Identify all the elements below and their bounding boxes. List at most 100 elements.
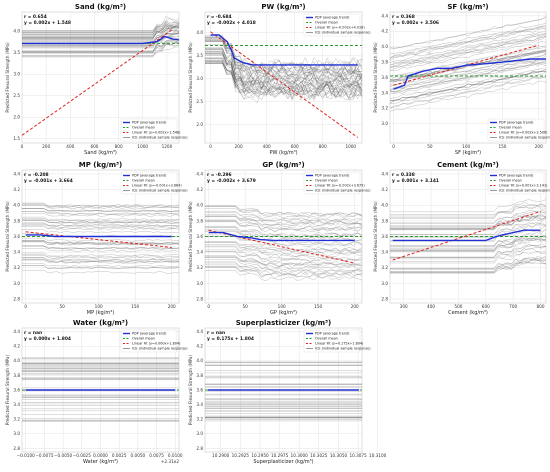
ice-curve	[205, 256, 363, 267]
y-tick-label: 4.0	[13, 358, 20, 363]
ice-curve	[390, 250, 547, 264]
ice-curve	[22, 40, 180, 52]
ice-curve	[390, 206, 547, 219]
ice-curve	[389, 50, 547, 80]
ice-curve	[390, 210, 547, 224]
legend-entry: Overall mean	[132, 337, 155, 341]
ice-curve	[22, 222, 180, 227]
ice-curve	[22, 26, 180, 39]
ice-curve	[205, 270, 363, 281]
x-tick-label: 10.2925	[232, 453, 250, 458]
ice-curve	[205, 212, 363, 224]
legend-entry: Overall mean	[315, 21, 338, 25]
y-tick-label: 3.0	[196, 431, 203, 436]
x-tick-label: 200	[235, 144, 243, 149]
ice-curve	[389, 58, 547, 92]
ice-curve	[390, 204, 547, 218]
pdp-line	[210, 34, 358, 66]
y-tick-label: 4.4	[196, 329, 203, 334]
ice-curve	[390, 222, 547, 235]
panel-title: SF (kg/m³)	[447, 3, 488, 11]
x-tick-label: 10.3050	[330, 453, 348, 458]
ice-curve	[22, 237, 180, 242]
ice-curve	[205, 51, 363, 91]
ice-curve	[22, 38, 180, 52]
ice-curve	[22, 263, 180, 268]
ice-curve	[22, 226, 180, 231]
y-tick-label: 3.2	[196, 265, 203, 270]
ice-curve	[389, 63, 547, 95]
x-tick-label: 700	[509, 304, 517, 309]
ice-curve	[22, 208, 180, 212]
legend-entry: Overall mean	[499, 126, 522, 130]
ice-curve	[22, 22, 180, 35]
x-tick-label: 10.2900	[212, 453, 230, 458]
x-axis-label: PW (kg/m³)	[269, 150, 297, 156]
legend-entry: Linear Fit (y=-0.001x+3.664)	[132, 184, 182, 188]
y-tick-label: 2.8	[196, 296, 203, 301]
ice-curve	[22, 25, 180, 41]
y-tick-label: 2.8	[381, 296, 388, 301]
y-tick-label: 3.2	[13, 265, 20, 270]
ice-curve	[205, 264, 363, 275]
ice-curve	[205, 262, 363, 274]
x-tick-label: 150	[131, 304, 139, 309]
y-tick-label: 3.0	[196, 281, 203, 286]
legend-entry: PDP (average trend)	[315, 16, 350, 20]
ice-curve	[390, 257, 547, 270]
panel-1: 1.5 2.0 2.5 3.0 3.5 4.0 0 200 400 600 800 1000 1200 S…	[5, 3, 188, 156]
ice-curve	[205, 51, 363, 91]
x-tick-label: −0.0100	[17, 453, 35, 458]
ice-curve	[390, 215, 547, 227]
ice-curve	[389, 50, 547, 82]
y-tick-label: 3.8	[196, 218, 203, 223]
ice-curves	[22, 202, 180, 274]
y-tick-label: 2.8	[13, 446, 20, 451]
pdp-line	[25, 234, 172, 238]
ice-curve	[205, 205, 363, 216]
x-tick-label: 800	[115, 144, 123, 149]
ice-curve	[205, 63, 363, 100]
ice-curve	[22, 246, 180, 250]
y-axis-label: Predicted Flexural Strength (MPa)	[5, 201, 10, 272]
ice-curve	[22, 240, 180, 244]
stat-r: r = nan	[24, 330, 42, 336]
y-tick-label: 4.4	[381, 171, 388, 176]
legend-box	[487, 171, 545, 195]
legend-entry: ICE (individual sample response)	[132, 347, 188, 351]
y-tick-label: 4.0	[196, 358, 203, 363]
linear-fit-line	[21, 28, 174, 136]
y-tick-label: 3.4	[13, 402, 20, 407]
x-axis-label: Cement (kg/m³)	[448, 310, 488, 316]
x-tick-label: 800	[537, 304, 545, 309]
ice-curve	[390, 258, 547, 273]
ice-curve	[22, 23, 180, 36]
stat-r: r = -0.208	[24, 172, 49, 178]
ice-curve	[22, 205, 180, 209]
y-tick-label: 2.5	[196, 99, 203, 104]
ice-curve	[22, 220, 179, 224]
ice-curve	[390, 35, 547, 67]
ice-curve	[22, 211, 180, 215]
panel-2: 2.0 2.5 3.0 3.5 4.0 0 200 400 600 800 1000 PW (kg/m…	[188, 3, 371, 156]
x-axis-label: SF (kg/m³)	[455, 150, 481, 156]
x-tick-label: −0.0075	[35, 453, 53, 458]
x-tick-label: 0.0050	[131, 453, 146, 458]
ice-curve	[390, 228, 547, 242]
ice-curve	[390, 258, 547, 272]
ice-curve	[22, 211, 180, 215]
ice-curve	[205, 58, 363, 99]
y-tick-label: 3.6	[13, 234, 20, 239]
ice-curve	[390, 233, 547, 248]
ice-curve	[205, 58, 363, 99]
x-tick-label: 0.0000	[93, 453, 108, 458]
panel-7: 2.8 3.0 3.2 3.4 3.6 3.8 4.0 4.2 4.4 −0.0100 −0.007…	[5, 319, 188, 465]
ice-curve	[22, 218, 180, 222]
ice-curve	[22, 39, 180, 52]
ice-curve	[22, 23, 180, 34]
ice-curve	[22, 44, 180, 56]
